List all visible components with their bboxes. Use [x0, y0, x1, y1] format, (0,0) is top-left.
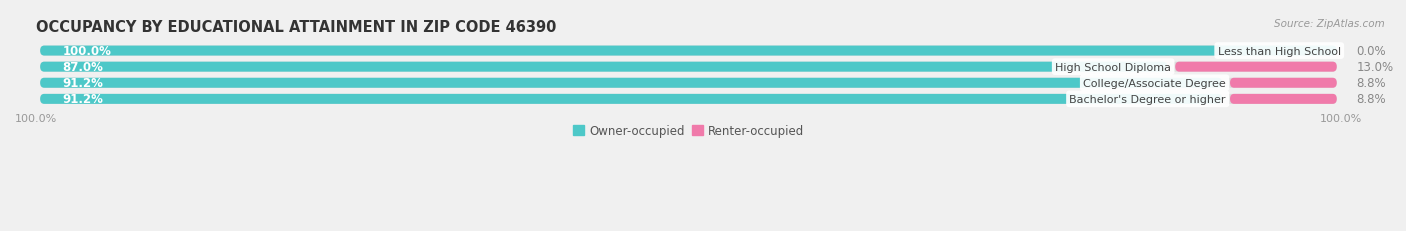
Text: Source: ZipAtlas.com: Source: ZipAtlas.com	[1274, 18, 1385, 28]
Text: 91.2%: 91.2%	[62, 93, 103, 106]
Text: High School Diploma: High School Diploma	[1054, 62, 1171, 72]
FancyBboxPatch shape	[1230, 79, 1337, 88]
FancyBboxPatch shape	[41, 94, 1337, 104]
FancyBboxPatch shape	[41, 62, 1167, 72]
FancyBboxPatch shape	[41, 79, 1222, 88]
Text: 8.8%: 8.8%	[1357, 93, 1386, 106]
FancyBboxPatch shape	[1175, 62, 1337, 72]
FancyBboxPatch shape	[41, 46, 1337, 56]
Text: 8.8%: 8.8%	[1357, 77, 1386, 90]
Text: OCCUPANCY BY EDUCATIONAL ATTAINMENT IN ZIP CODE 46390: OCCUPANCY BY EDUCATIONAL ATTAINMENT IN Z…	[37, 20, 557, 34]
Text: Bachelor's Degree or higher: Bachelor's Degree or higher	[1070, 94, 1226, 104]
Text: Less than High School: Less than High School	[1218, 46, 1341, 56]
Text: 13.0%: 13.0%	[1357, 61, 1393, 74]
Text: 0.0%: 0.0%	[1357, 45, 1386, 58]
Text: 100.0%: 100.0%	[62, 45, 111, 58]
Text: 91.2%: 91.2%	[62, 77, 103, 90]
Text: College/Associate Degree: College/Associate Degree	[1083, 78, 1226, 88]
FancyBboxPatch shape	[41, 79, 1337, 88]
FancyBboxPatch shape	[41, 94, 1222, 104]
FancyBboxPatch shape	[1230, 94, 1337, 104]
Legend: Owner-occupied, Renter-occupied: Owner-occupied, Renter-occupied	[568, 120, 808, 142]
FancyBboxPatch shape	[41, 46, 1337, 56]
FancyBboxPatch shape	[41, 62, 1337, 72]
Text: 87.0%: 87.0%	[62, 61, 103, 74]
